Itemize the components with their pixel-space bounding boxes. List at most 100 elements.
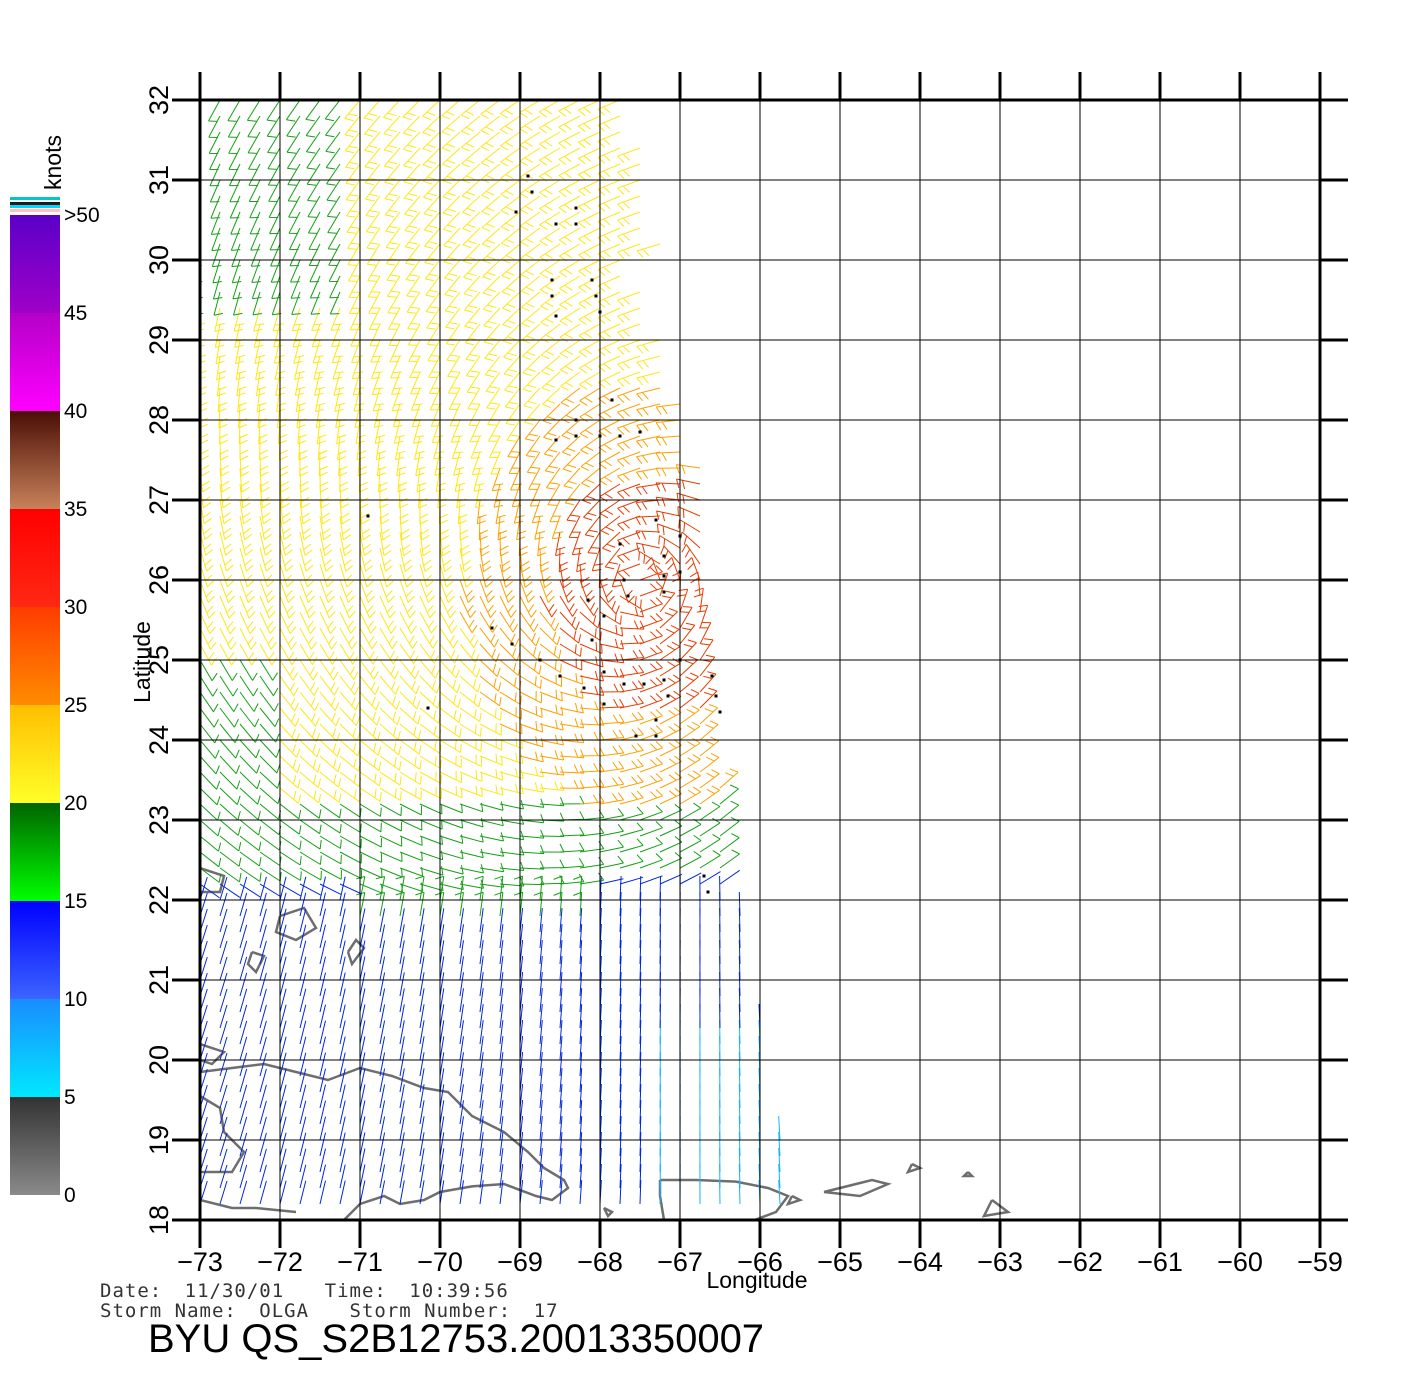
wind-barb bbox=[599, 792, 625, 805]
wind-barb bbox=[200, 771, 221, 790]
wind-barb bbox=[559, 579, 575, 603]
wind-barb bbox=[679, 786, 701, 805]
rain-flag-marker bbox=[602, 702, 606, 706]
wind-barb bbox=[259, 988, 267, 1013]
wind-barb bbox=[312, 339, 324, 364]
wind-barb bbox=[359, 787, 382, 802]
wind-barb bbox=[501, 275, 521, 296]
wind-barb bbox=[522, 371, 541, 393]
wind-barb bbox=[399, 627, 418, 649]
wind-barb bbox=[639, 821, 663, 837]
wind-barb bbox=[655, 403, 681, 415]
wind-barb bbox=[619, 838, 644, 853]
wind-barb bbox=[494, 875, 504, 901]
wind-barb bbox=[459, 848, 484, 859]
wind-barb bbox=[617, 355, 641, 371]
wind-barb bbox=[219, 876, 228, 901]
wind-barb bbox=[619, 664, 645, 677]
wind-barb bbox=[419, 1084, 425, 1109]
wind-barb bbox=[219, 803, 241, 821]
wind-barb bbox=[479, 659, 501, 677]
coastline bbox=[200, 1094, 246, 1174]
wind-barb bbox=[490, 451, 503, 475]
wind-barb bbox=[559, 1052, 563, 1077]
wind-barb bbox=[676, 492, 701, 504]
wind-barb bbox=[619, 1035, 622, 1061]
wind-barb bbox=[465, 339, 481, 362]
wind-barb bbox=[519, 659, 542, 675]
wind-barb bbox=[599, 714, 625, 725]
wind-barb bbox=[520, 227, 541, 247]
wind-barb bbox=[259, 563, 275, 588]
wind-barb bbox=[456, 483, 467, 509]
wind-barb bbox=[597, 371, 621, 389]
wind-barb bbox=[319, 771, 342, 788]
wind-barb bbox=[459, 785, 483, 797]
wind-barb bbox=[399, 851, 423, 862]
wind-barb bbox=[425, 291, 441, 314]
wind-barb bbox=[248, 147, 261, 170]
wind-barb bbox=[399, 723, 422, 740]
wind-barb bbox=[463, 291, 481, 313]
wind-barb bbox=[339, 691, 360, 711]
lon-tick-label: −60 bbox=[1217, 1247, 1263, 1277]
wind-barb bbox=[598, 451, 621, 470]
wind-barb bbox=[602, 531, 621, 552]
wind-barb bbox=[499, 611, 519, 633]
wind-barb bbox=[597, 307, 621, 324]
wind-barb bbox=[679, 802, 702, 821]
wind-barb bbox=[319, 1036, 326, 1061]
wind-barb bbox=[379, 531, 392, 557]
wind-barb bbox=[597, 147, 621, 164]
wind-barb bbox=[539, 627, 561, 646]
wind-barb bbox=[372, 387, 384, 412]
wind-barb bbox=[558, 547, 568, 573]
wind-barb bbox=[635, 499, 661, 511]
wind-barb bbox=[577, 100, 601, 117]
wind-barb bbox=[655, 435, 681, 446]
wind-barb bbox=[636, 243, 661, 258]
wind-barb bbox=[619, 987, 622, 1013]
wind-barb bbox=[319, 1132, 326, 1157]
wind-barb bbox=[597, 227, 621, 244]
colorbar-cap-stripe bbox=[10, 209, 60, 212]
wind-barb bbox=[422, 131, 441, 153]
colorbar-label: 25 bbox=[64, 694, 87, 717]
wind-barb bbox=[636, 339, 661, 354]
wind-barb bbox=[388, 307, 401, 330]
wind-barb bbox=[239, 515, 253, 540]
wind-barb bbox=[319, 515, 332, 541]
wind-barb bbox=[419, 691, 441, 709]
wind-barb bbox=[279, 1132, 287, 1157]
wind-barb bbox=[597, 355, 621, 373]
wind-barb bbox=[299, 579, 315, 603]
wind-barb bbox=[386, 259, 401, 282]
wind-barb bbox=[239, 659, 258, 681]
wind-barb bbox=[655, 419, 681, 431]
wind-barb bbox=[579, 956, 583, 981]
wind-barb bbox=[399, 659, 420, 680]
wind-barb bbox=[699, 704, 718, 725]
wind-barb bbox=[231, 259, 242, 284]
wind-barb bbox=[365, 179, 381, 202]
wind-barb bbox=[419, 515, 430, 541]
lon-tick-label: −72 bbox=[257, 1247, 303, 1277]
wind-barb bbox=[200, 356, 207, 380]
wind-barb bbox=[279, 611, 297, 635]
wind-barb bbox=[533, 891, 543, 917]
wind-barb bbox=[659, 608, 678, 629]
wind-barb bbox=[484, 339, 501, 362]
wind-barb bbox=[239, 643, 258, 666]
wind-barb bbox=[279, 803, 302, 820]
colorbar-cap-stripe bbox=[10, 197, 60, 200]
wind-barb bbox=[479, 547, 492, 573]
wind-barb bbox=[578, 307, 601, 326]
wind-barb bbox=[319, 1116, 326, 1141]
wind-barb bbox=[419, 771, 442, 785]
wind-barb bbox=[286, 115, 301, 138]
wind-barb bbox=[276, 387, 287, 413]
wind-barb bbox=[526, 451, 541, 474]
wind-barb bbox=[581, 467, 601, 488]
wind-barb bbox=[677, 506, 701, 519]
wind-barb bbox=[248, 163, 261, 186]
